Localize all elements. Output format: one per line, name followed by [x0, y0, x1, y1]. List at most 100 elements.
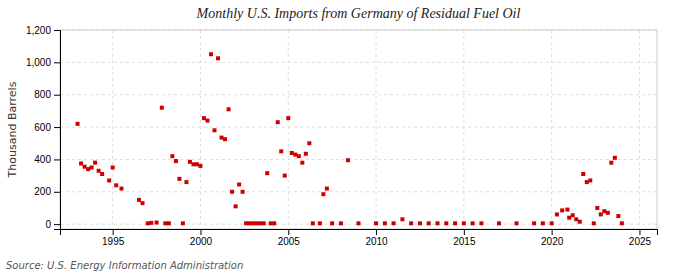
x-tick: 1995 — [102, 229, 125, 247]
points — [76, 52, 624, 225]
point — [227, 107, 231, 111]
point — [599, 212, 603, 216]
point — [160, 106, 164, 110]
point — [269, 221, 273, 225]
point — [293, 153, 297, 157]
point — [567, 216, 571, 220]
point — [588, 178, 592, 182]
x-tick-label: 2010 — [365, 236, 388, 247]
point — [560, 208, 564, 212]
point — [202, 116, 206, 120]
point — [195, 162, 199, 166]
point — [550, 221, 554, 225]
x-tick-mark — [200, 229, 201, 235]
point — [248, 221, 252, 225]
x-grid-line — [288, 30, 289, 229]
point — [255, 221, 259, 225]
point — [234, 204, 238, 208]
y-tick-mark — [54, 30, 60, 31]
y-tick-mark — [54, 159, 60, 160]
point — [119, 187, 123, 191]
point — [574, 217, 578, 221]
x-tick-mark — [552, 229, 553, 235]
point — [241, 190, 245, 194]
point — [307, 141, 311, 145]
y-tick-label: 600 — [34, 122, 51, 133]
point — [565, 208, 569, 212]
source-note: Source: U.S. Energy Information Administ… — [6, 260, 243, 271]
point — [436, 221, 440, 225]
point — [262, 221, 266, 225]
point — [357, 221, 361, 225]
x-axis: 1995200020052010201520202025 — [61, 229, 658, 247]
point — [532, 221, 536, 225]
y-tick: 800 — [34, 89, 60, 100]
x-tick-label: 2020 — [541, 236, 564, 247]
y-grid-line — [60, 94, 657, 95]
point — [283, 174, 287, 178]
point — [606, 211, 610, 215]
y-grid-line — [60, 159, 657, 160]
y-tick-mark — [54, 224, 60, 225]
point — [613, 156, 617, 160]
point — [205, 119, 209, 123]
point — [137, 198, 141, 202]
point — [111, 166, 115, 170]
x-tick-label: 2000 — [190, 236, 213, 247]
x-tick-mark — [464, 229, 465, 235]
point — [515, 221, 519, 225]
plot: 1995200020052010201520202025020040060080… — [26, 25, 658, 247]
point — [83, 165, 87, 169]
point — [297, 154, 301, 158]
point — [616, 214, 620, 218]
x-tick: 2010 — [365, 229, 388, 247]
y-tick: 1,000 — [26, 57, 60, 68]
point — [321, 192, 325, 196]
x-grid-line — [376, 30, 377, 229]
point — [383, 221, 387, 225]
point — [602, 209, 606, 213]
point — [174, 159, 178, 163]
chart: 1995200020052010201520202025020040060080… — [0, 0, 675, 275]
point — [188, 160, 192, 164]
y-tick-mark — [54, 95, 60, 96]
point — [318, 221, 322, 225]
x-tick: 2005 — [278, 229, 301, 247]
point — [300, 161, 304, 165]
point — [325, 187, 329, 191]
point — [258, 221, 262, 225]
x-tick: 2015 — [453, 229, 476, 247]
point — [146, 221, 150, 225]
point — [141, 201, 145, 205]
point — [346, 158, 350, 162]
point — [79, 161, 83, 165]
x-grid-line — [463, 30, 464, 229]
y-axis-title: Thousand Barrels — [6, 81, 19, 178]
point — [585, 180, 589, 184]
point — [163, 221, 167, 225]
point — [216, 56, 220, 60]
point — [409, 221, 413, 225]
point — [107, 178, 111, 182]
y-tick-mark — [54, 127, 60, 128]
point — [286, 116, 290, 120]
x-grid-line — [112, 30, 113, 229]
point — [184, 180, 188, 184]
point — [265, 171, 269, 175]
point — [100, 172, 104, 176]
point — [213, 128, 217, 132]
point — [330, 221, 334, 225]
point — [374, 221, 378, 225]
point — [209, 52, 213, 56]
point — [237, 183, 241, 187]
point — [276, 120, 280, 124]
point — [279, 149, 283, 153]
point — [93, 161, 97, 165]
y-tick-mark — [54, 192, 60, 193]
x-tick-mark — [639, 229, 640, 235]
y-grid-line — [60, 127, 657, 128]
point — [244, 221, 248, 225]
y-axis: 02004006008001,0001,200 — [26, 25, 61, 230]
point — [555, 212, 559, 216]
y-tick-mark — [54, 62, 60, 63]
